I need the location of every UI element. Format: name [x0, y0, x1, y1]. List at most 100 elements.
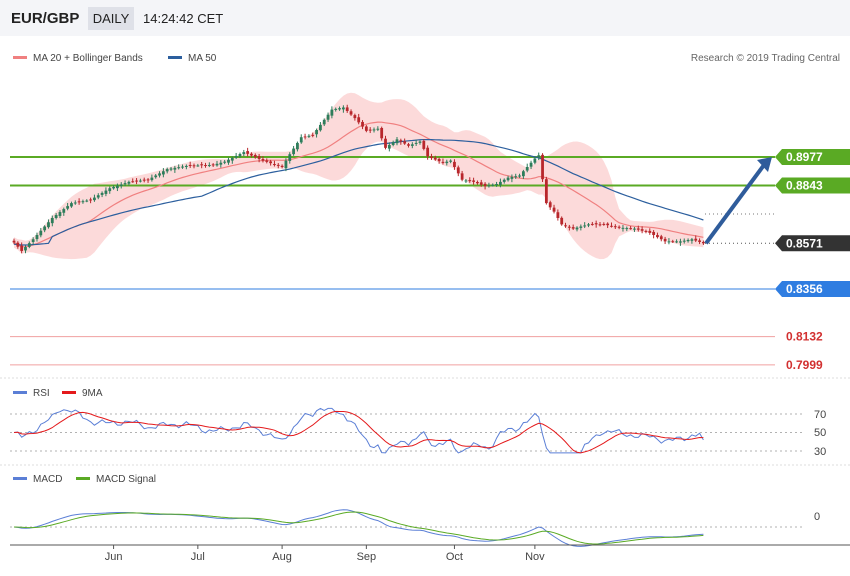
candle-body [541, 154, 544, 180]
candle-body [521, 171, 525, 177]
candle [652, 230, 656, 239]
candle-body [380, 127, 384, 139]
rsi-tick-50: 50 [814, 427, 826, 439]
candle-body [472, 180, 475, 182]
candle-body [223, 161, 227, 163]
candle-body [690, 239, 694, 241]
candle [453, 159, 456, 170]
candle-body [544, 179, 548, 204]
candle-body [414, 142, 418, 144]
price-tag-label-3: 0.8356 [786, 282, 823, 296]
candle [548, 200, 552, 210]
candle [223, 159, 227, 165]
candle [433, 155, 437, 161]
candle-body [594, 223, 598, 225]
candle [276, 163, 280, 169]
candle [702, 240, 705, 246]
candle [108, 186, 112, 194]
candle [510, 174, 514, 183]
candle-body [330, 109, 334, 116]
candle-body [648, 230, 652, 233]
candle [169, 166, 173, 172]
candle [24, 245, 27, 254]
candle-body [280, 165, 284, 167]
candle [698, 238, 701, 245]
candle [303, 133, 307, 140]
macd-signal-line [13, 511, 704, 545]
candle-body [468, 180, 472, 182]
candle [694, 235, 698, 243]
candle [621, 224, 625, 232]
candle-body [334, 108, 338, 110]
candle-body [361, 121, 364, 127]
forecast-arrow-shaft [704, 163, 766, 245]
candle [571, 224, 575, 231]
candle-body [54, 215, 58, 219]
candle [544, 176, 548, 205]
candle [525, 163, 529, 173]
candle [119, 182, 123, 189]
candle [564, 222, 567, 228]
candle-body [476, 181, 479, 184]
candle-body [66, 206, 70, 209]
candle [311, 132, 315, 138]
candle [73, 200, 77, 205]
candle-body [39, 230, 43, 236]
candle-body [395, 139, 399, 144]
candle [495, 181, 498, 187]
candle-body [112, 186, 115, 189]
macd-line [13, 509, 704, 547]
candle [460, 170, 464, 182]
candle [483, 182, 487, 190]
candle [288, 152, 292, 164]
candle-body [288, 154, 292, 161]
candle [518, 173, 521, 178]
ma20-legend-label: MA 20 + Bollinger Bands [33, 53, 143, 64]
candle [476, 180, 479, 185]
candle [273, 160, 276, 167]
candle-body [510, 176, 514, 179]
candle [207, 162, 211, 168]
candle-body [675, 241, 678, 243]
candle [541, 153, 544, 183]
macd-signal-legend-label: MACD Signal [96, 474, 156, 485]
candle-body [399, 140, 403, 142]
candle-body [587, 224, 590, 226]
candle-body [227, 159, 230, 163]
candle-body [617, 226, 621, 228]
candle [43, 225, 47, 233]
candle [204, 162, 207, 168]
ma50-legend-swatch [168, 56, 182, 59]
candle-body [610, 225, 613, 227]
candle-body [583, 225, 587, 227]
candle [575, 226, 579, 232]
candle [257, 153, 261, 163]
candle [468, 177, 472, 183]
candle-body [89, 199, 92, 201]
candle [675, 239, 678, 244]
candle [230, 156, 234, 164]
candle-body [349, 111, 353, 115]
timeframe-button[interactable]: DAILY [88, 7, 134, 30]
source-credit: Research © 2019 Trading Central [691, 53, 840, 64]
candle-body [204, 165, 207, 167]
candle [552, 204, 556, 214]
candle [123, 180, 127, 187]
candle [606, 222, 610, 229]
candle [269, 159, 273, 166]
candle-body [85, 200, 89, 202]
candle [521, 169, 525, 179]
candle-body [311, 134, 315, 136]
candle [659, 234, 663, 242]
candle-body [138, 180, 142, 182]
candle [430, 153, 433, 160]
candle-body [150, 177, 154, 181]
candle [142, 177, 146, 183]
candle [250, 152, 253, 158]
candle [173, 165, 177, 173]
candle-body [47, 222, 50, 228]
candle-body [426, 147, 430, 157]
candle [315, 128, 318, 138]
candle-body [73, 202, 77, 204]
x-tick-label-sep: Sep [357, 551, 377, 563]
